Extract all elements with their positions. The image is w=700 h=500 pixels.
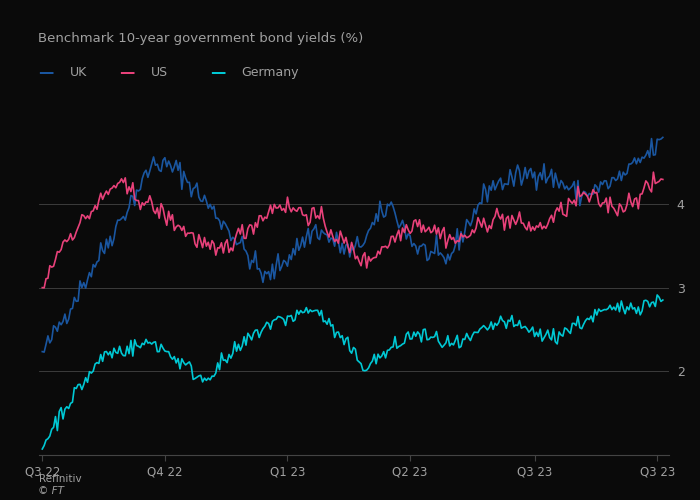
- Line: UK: UK: [42, 138, 663, 352]
- UK: [89, 262, 97, 268]
- Germany: [87, 370, 95, 376]
- US: [110, 182, 118, 188]
- Text: Refinitiv: Refinitiv: [38, 474, 81, 484]
- Germany: [38, 446, 46, 452]
- Text: —: —: [38, 65, 54, 80]
- US: [583, 193, 592, 199]
- Germany: [426, 334, 435, 340]
- US: [649, 169, 657, 175]
- UK: [583, 194, 592, 200]
- UK: [659, 134, 667, 140]
- Text: Benchmark 10-year government bond yields (%): Benchmark 10-year government bond yields…: [38, 32, 364, 45]
- Text: US: US: [150, 66, 167, 79]
- Germany: [636, 312, 645, 318]
- Germany: [653, 292, 662, 298]
- Germany: [581, 318, 589, 324]
- Germany: [108, 355, 116, 361]
- UK: [57, 322, 65, 328]
- Text: —: —: [210, 65, 225, 80]
- UK: [40, 349, 48, 355]
- US: [659, 176, 667, 182]
- Germany: [659, 297, 667, 303]
- UK: [638, 154, 646, 160]
- UK: [110, 236, 118, 242]
- US: [40, 285, 48, 291]
- Line: US: US: [42, 172, 663, 288]
- US: [89, 208, 97, 214]
- US: [638, 191, 646, 197]
- US: [428, 228, 437, 234]
- Text: UK: UK: [70, 66, 88, 79]
- Text: Germany: Germany: [241, 66, 299, 79]
- US: [38, 284, 46, 290]
- UK: [38, 348, 46, 354]
- Text: —: —: [119, 65, 134, 80]
- US: [57, 246, 65, 252]
- Germany: [55, 408, 64, 414]
- Text: © FT: © FT: [38, 486, 64, 496]
- Line: Germany: Germany: [42, 295, 663, 449]
- UK: [428, 250, 437, 256]
